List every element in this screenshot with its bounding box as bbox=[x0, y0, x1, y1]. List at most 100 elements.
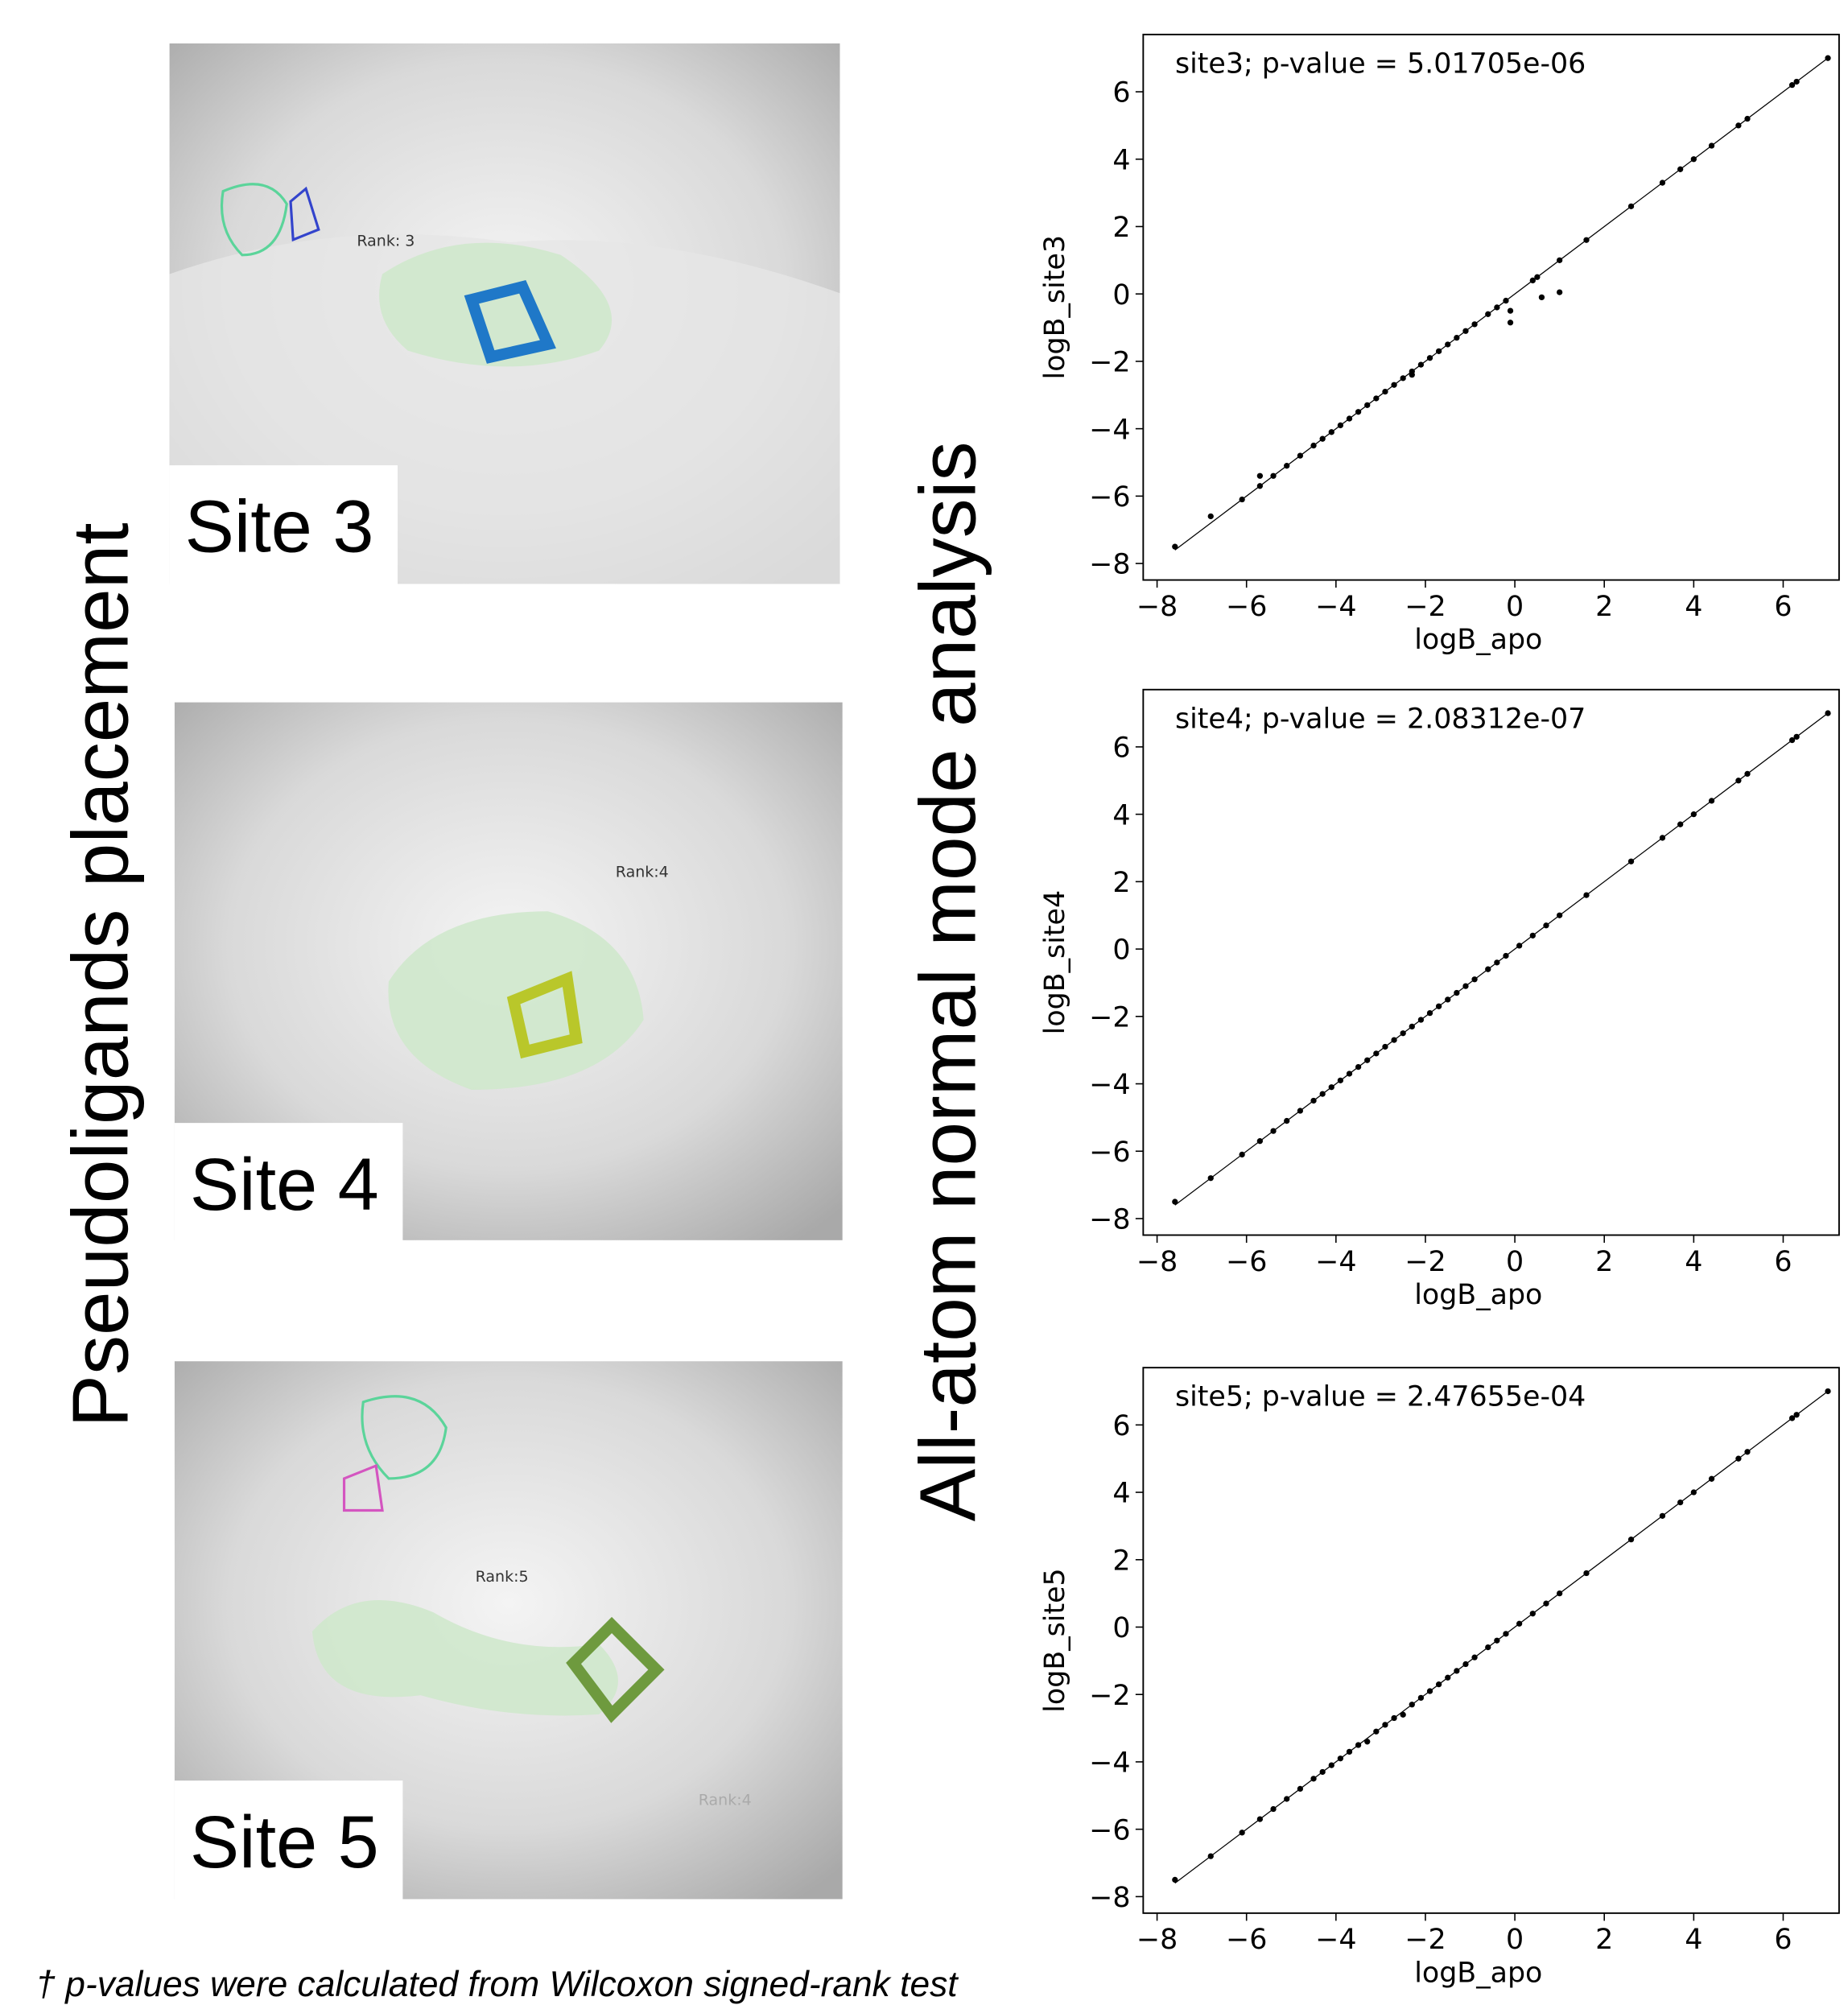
reference-line bbox=[1174, 1390, 1829, 1884]
y-tick-label: −4 bbox=[1089, 1069, 1130, 1101]
point bbox=[1538, 294, 1545, 301]
x-tick-label: 0 bbox=[1506, 1924, 1524, 1956]
point bbox=[1627, 858, 1635, 864]
y-tick-label: −4 bbox=[1089, 1747, 1130, 1780]
x-axis-label: logB_apo bbox=[1414, 624, 1542, 656]
point bbox=[1825, 710, 1831, 716]
rank-label: Rank:4 bbox=[616, 864, 669, 881]
x-tick-label: −8 bbox=[1136, 1924, 1178, 1956]
x-tick-label: 0 bbox=[1506, 591, 1524, 623]
left-label: Pseudoligands placement bbox=[56, 522, 144, 1427]
point bbox=[1454, 1668, 1460, 1674]
point bbox=[1503, 297, 1509, 304]
x-tick-label: −6 bbox=[1226, 1246, 1267, 1278]
point bbox=[1270, 1128, 1277, 1134]
y-tick-label: −6 bbox=[1089, 1814, 1130, 1846]
y-tick-label: −6 bbox=[1089, 1137, 1130, 1169]
point bbox=[1364, 1739, 1371, 1745]
point bbox=[1708, 142, 1715, 149]
point bbox=[1319, 1091, 1326, 1097]
point bbox=[1256, 483, 1264, 489]
x-tick-label: −2 bbox=[1405, 591, 1446, 623]
point bbox=[1485, 966, 1491, 972]
point bbox=[1239, 1151, 1245, 1158]
y-tick-label: 2 bbox=[1112, 867, 1130, 899]
point bbox=[1256, 1138, 1264, 1145]
point bbox=[1284, 1796, 1290, 1802]
point bbox=[1788, 736, 1796, 744]
point bbox=[1793, 1412, 1800, 1418]
x-tick-label: −8 bbox=[1136, 1246, 1178, 1278]
point bbox=[1373, 1728, 1380, 1735]
rank-label: Rank:5 bbox=[476, 1568, 529, 1586]
point bbox=[1793, 733, 1800, 741]
point bbox=[1382, 1043, 1388, 1050]
y-tick-label: 4 bbox=[1112, 144, 1130, 176]
y-tick-label: 6 bbox=[1112, 1410, 1130, 1442]
y-axis-label: logB_site4 bbox=[1039, 890, 1071, 1034]
y-tick-label: −8 bbox=[1089, 549, 1130, 581]
point bbox=[1207, 1175, 1214, 1182]
y-tick-label: 6 bbox=[1112, 732, 1130, 765]
point bbox=[1172, 1198, 1178, 1205]
point bbox=[1494, 959, 1500, 966]
point bbox=[1690, 1489, 1697, 1495]
point bbox=[1172, 543, 1178, 550]
point bbox=[1400, 1030, 1406, 1037]
y-tick-label: 0 bbox=[1112, 934, 1130, 967]
point bbox=[1256, 472, 1264, 479]
y-tick-label: 0 bbox=[1112, 1612, 1130, 1644]
point bbox=[1503, 1631, 1509, 1637]
point bbox=[1627, 203, 1635, 209]
point bbox=[1677, 1499, 1684, 1506]
site-label: Site 4 bbox=[190, 1144, 379, 1226]
point bbox=[1529, 277, 1536, 284]
point bbox=[1659, 835, 1666, 841]
middle-label: All-atom normal mode analysis bbox=[903, 441, 992, 1521]
point bbox=[1207, 1853, 1214, 1859]
point bbox=[1557, 912, 1563, 918]
point bbox=[1373, 1050, 1380, 1057]
point bbox=[1825, 55, 1831, 61]
point bbox=[1426, 1009, 1433, 1017]
y-tick-label: −4 bbox=[1089, 414, 1130, 446]
x-axis-label: logB_apo bbox=[1414, 1279, 1542, 1311]
point bbox=[1239, 496, 1245, 503]
label-box bbox=[174, 1123, 403, 1244]
point bbox=[1583, 892, 1590, 898]
point bbox=[1744, 115, 1751, 122]
point bbox=[1346, 1748, 1353, 1755]
point bbox=[1494, 304, 1500, 311]
point bbox=[1557, 1590, 1563, 1597]
label-box bbox=[169, 465, 398, 587]
point bbox=[1583, 237, 1590, 243]
point bbox=[1485, 1644, 1491, 1651]
y-tick-label: −2 bbox=[1089, 347, 1130, 379]
plot-frame bbox=[1142, 1367, 1840, 1914]
point bbox=[1355, 1742, 1362, 1748]
point bbox=[1471, 1654, 1478, 1661]
point bbox=[1337, 1077, 1344, 1083]
chart-title: site5; p-value = 2.47655e-04 bbox=[1175, 1381, 1586, 1413]
y-tick-label: 0 bbox=[1112, 279, 1130, 311]
point bbox=[1708, 798, 1715, 804]
point bbox=[1516, 1620, 1523, 1627]
y-tick-label: −6 bbox=[1089, 481, 1130, 514]
point bbox=[1400, 1711, 1406, 1718]
point bbox=[1485, 311, 1491, 317]
point bbox=[1355, 409, 1362, 415]
point bbox=[1270, 1805, 1277, 1813]
y-tick-label: 2 bbox=[1112, 212, 1130, 244]
point bbox=[1735, 778, 1742, 784]
x-tick-label: 4 bbox=[1685, 591, 1702, 623]
x-tick-label: 2 bbox=[1595, 591, 1613, 623]
x-tick-label: 4 bbox=[1685, 1924, 1702, 1956]
point bbox=[1239, 1830, 1245, 1836]
point bbox=[1270, 472, 1277, 479]
point bbox=[1557, 289, 1563, 295]
plot-frame bbox=[1142, 688, 1840, 1236]
x-tick-label: 6 bbox=[1774, 1246, 1792, 1278]
chart-title: site3; p-value = 5.01705e-06 bbox=[1175, 47, 1586, 80]
x-tick-label: 2 bbox=[1595, 1924, 1613, 1956]
